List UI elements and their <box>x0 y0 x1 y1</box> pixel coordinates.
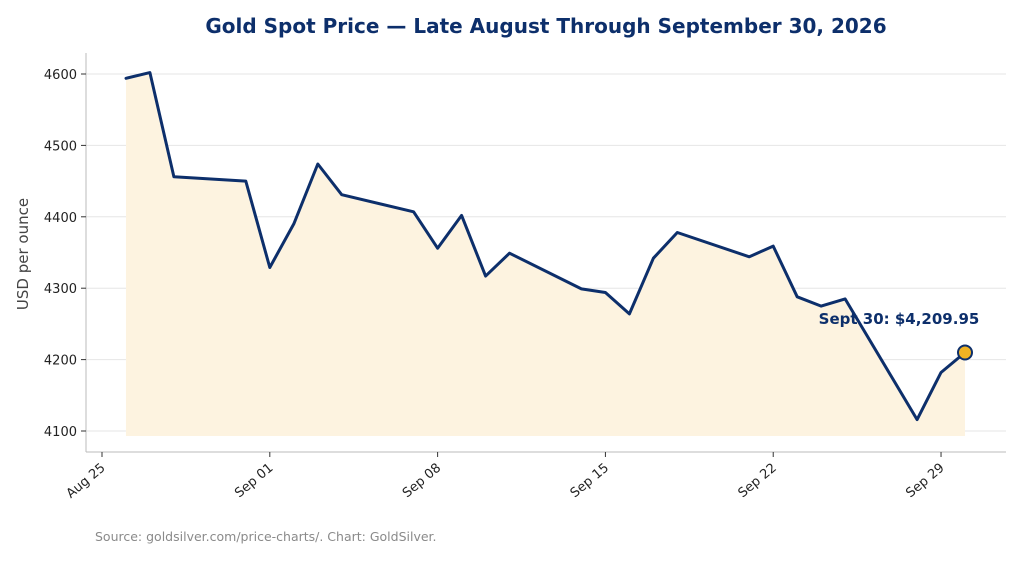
x-tick-label: Sep 29 <box>903 461 947 502</box>
x-tick-label: Aug 25 <box>64 461 109 502</box>
x-tick-label: Sep 22 <box>736 461 780 502</box>
chart-title: Gold Spot Price — Late August Through Se… <box>205 14 886 38</box>
y-axis-label: USD per ounce <box>14 198 32 310</box>
y-tick-label: 4300 <box>44 282 77 297</box>
annotation-label: Sept 30: $4,209.95 <box>819 310 980 328</box>
x-tick-label: Sep 08 <box>400 461 444 502</box>
y-tick-label: 4100 <box>44 425 77 440</box>
y-tick-label: 4500 <box>44 139 77 154</box>
y-tick-label: 4600 <box>44 68 77 83</box>
y-tick-label: 4400 <box>44 211 77 226</box>
price-line <box>124 71 967 422</box>
y-tick-label: 4200 <box>44 354 77 369</box>
price-area-fill <box>125 72 965 436</box>
axes <box>85 53 1006 453</box>
x-tick-label: Sep 01 <box>232 461 276 502</box>
latest-price-marker <box>957 344 973 361</box>
source-note: Source: goldsilver.com/price-charts/. Ch… <box>95 529 437 544</box>
marker-layer <box>957 344 973 361</box>
area-layer <box>124 71 967 436</box>
x-tick-label: Sep 15 <box>568 461 612 502</box>
